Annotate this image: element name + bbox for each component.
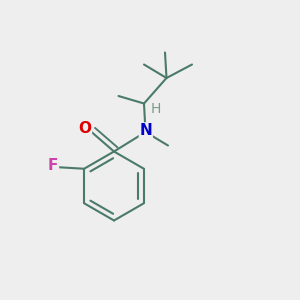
Text: H: H [150,102,161,116]
Text: N: N [140,123,152,138]
Text: O: O [78,121,92,136]
Text: F: F [48,158,58,173]
